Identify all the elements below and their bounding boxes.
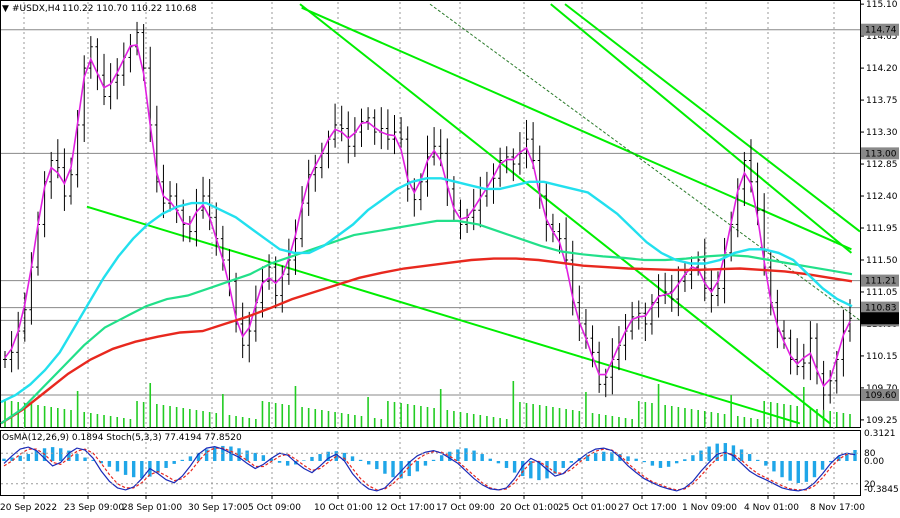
x-tick-label: 28 Sep 01:00 xyxy=(122,503,182,513)
dropdown-arrow-icon[interactable]: ▼ xyxy=(2,4,9,14)
level-label: 110.83 xyxy=(865,304,897,314)
trendline xyxy=(550,3,853,254)
osma-axis-label: 20 xyxy=(864,480,876,490)
osma-axis-label: 0.00 xyxy=(864,457,884,467)
level-label: 111.21 xyxy=(865,277,897,287)
y-tick-label: 113.30 xyxy=(866,128,898,138)
current-price-box xyxy=(861,312,899,325)
y-tick-label: 109.70 xyxy=(866,384,898,394)
x-tick-label: 20 Oct 01:00 xyxy=(500,503,559,513)
x-tick-label: 20 Sep 2022 xyxy=(0,503,57,513)
y-tick-label: 112.40 xyxy=(866,192,898,202)
x-tick-label: 25 Oct 01:00 xyxy=(558,503,617,513)
ma-red-line xyxy=(0,257,853,425)
ma-green-line xyxy=(0,219,853,425)
level-label-box xyxy=(861,301,899,314)
trendline xyxy=(301,6,852,251)
trendline-upper xyxy=(564,3,861,233)
trendline-lower xyxy=(299,3,831,425)
x-tick-label: 23 Sep 09:00 xyxy=(64,503,124,513)
y-tick-label: 114.65 xyxy=(866,32,898,42)
osma-panel xyxy=(0,430,861,496)
x-tick-label: 10 Oct 01:00 xyxy=(314,503,373,513)
y-tick-label: 112.85 xyxy=(866,160,898,170)
x-tick-label: 12 Oct 17:00 xyxy=(376,503,435,513)
ma-cyan-line xyxy=(0,177,853,404)
main-panel xyxy=(0,0,861,428)
ohlc-label: 110.22 110.70 110.22 110.68 xyxy=(62,4,197,14)
x-tick-label: 5 Oct 09:00 xyxy=(248,503,301,513)
level-label: 113.00 xyxy=(865,149,897,159)
ma-magenta-line xyxy=(4,44,851,388)
y-tick-label: 111.95 xyxy=(866,224,898,234)
x-tick-label: 17 Oct 09:00 xyxy=(436,503,495,513)
y-tick-label: 111.50 xyxy=(866,256,898,266)
level-label-box xyxy=(861,274,899,287)
x-tick-label: 27 Oct 17:00 xyxy=(618,503,677,513)
stoch-signal-line xyxy=(3,447,855,491)
level-label: 114.74 xyxy=(865,26,897,36)
symbol-label: #USDX,H4 xyxy=(12,4,61,14)
chart-header: ▼ #USDX,H4 110.22 110.70 110.22 110.68 xyxy=(2,4,197,14)
trendline-dashed xyxy=(429,3,861,321)
y-tick-label: 113.75 xyxy=(866,96,898,106)
osma-header: OsMA(12,26,9) 0.1894 Stoch(5,3,3) 77.419… xyxy=(2,433,242,443)
level-label-box xyxy=(861,389,899,402)
x-tick-label: 8 Nov 17:00 xyxy=(810,503,865,513)
y-tick-label: 109.25 xyxy=(866,416,898,426)
y-tick-label: 110.15 xyxy=(866,352,898,362)
osma-axis-label: 80 xyxy=(864,449,876,459)
stoch-main-line xyxy=(3,445,856,492)
osma-axis-label: 0.3121 xyxy=(864,429,896,439)
trendline xyxy=(86,205,801,425)
osma-axis-label: -0.3845 xyxy=(864,485,899,495)
current-price-label: 110.68 xyxy=(865,314,897,324)
x-tick-label: 1 Nov 09:00 xyxy=(682,503,737,513)
y-tick-label: 115.10 xyxy=(866,0,898,10)
level-label-box xyxy=(861,147,899,160)
x-tick-label: 30 Sep 17:00 xyxy=(188,503,248,513)
level-label: 109.60 xyxy=(865,391,897,401)
level-label-box xyxy=(861,23,899,36)
x-tick-label: 4 Nov 01:00 xyxy=(744,503,799,513)
y-tick-label: 111.05 xyxy=(866,288,898,298)
y-tick-label: 114.20 xyxy=(866,64,898,74)
